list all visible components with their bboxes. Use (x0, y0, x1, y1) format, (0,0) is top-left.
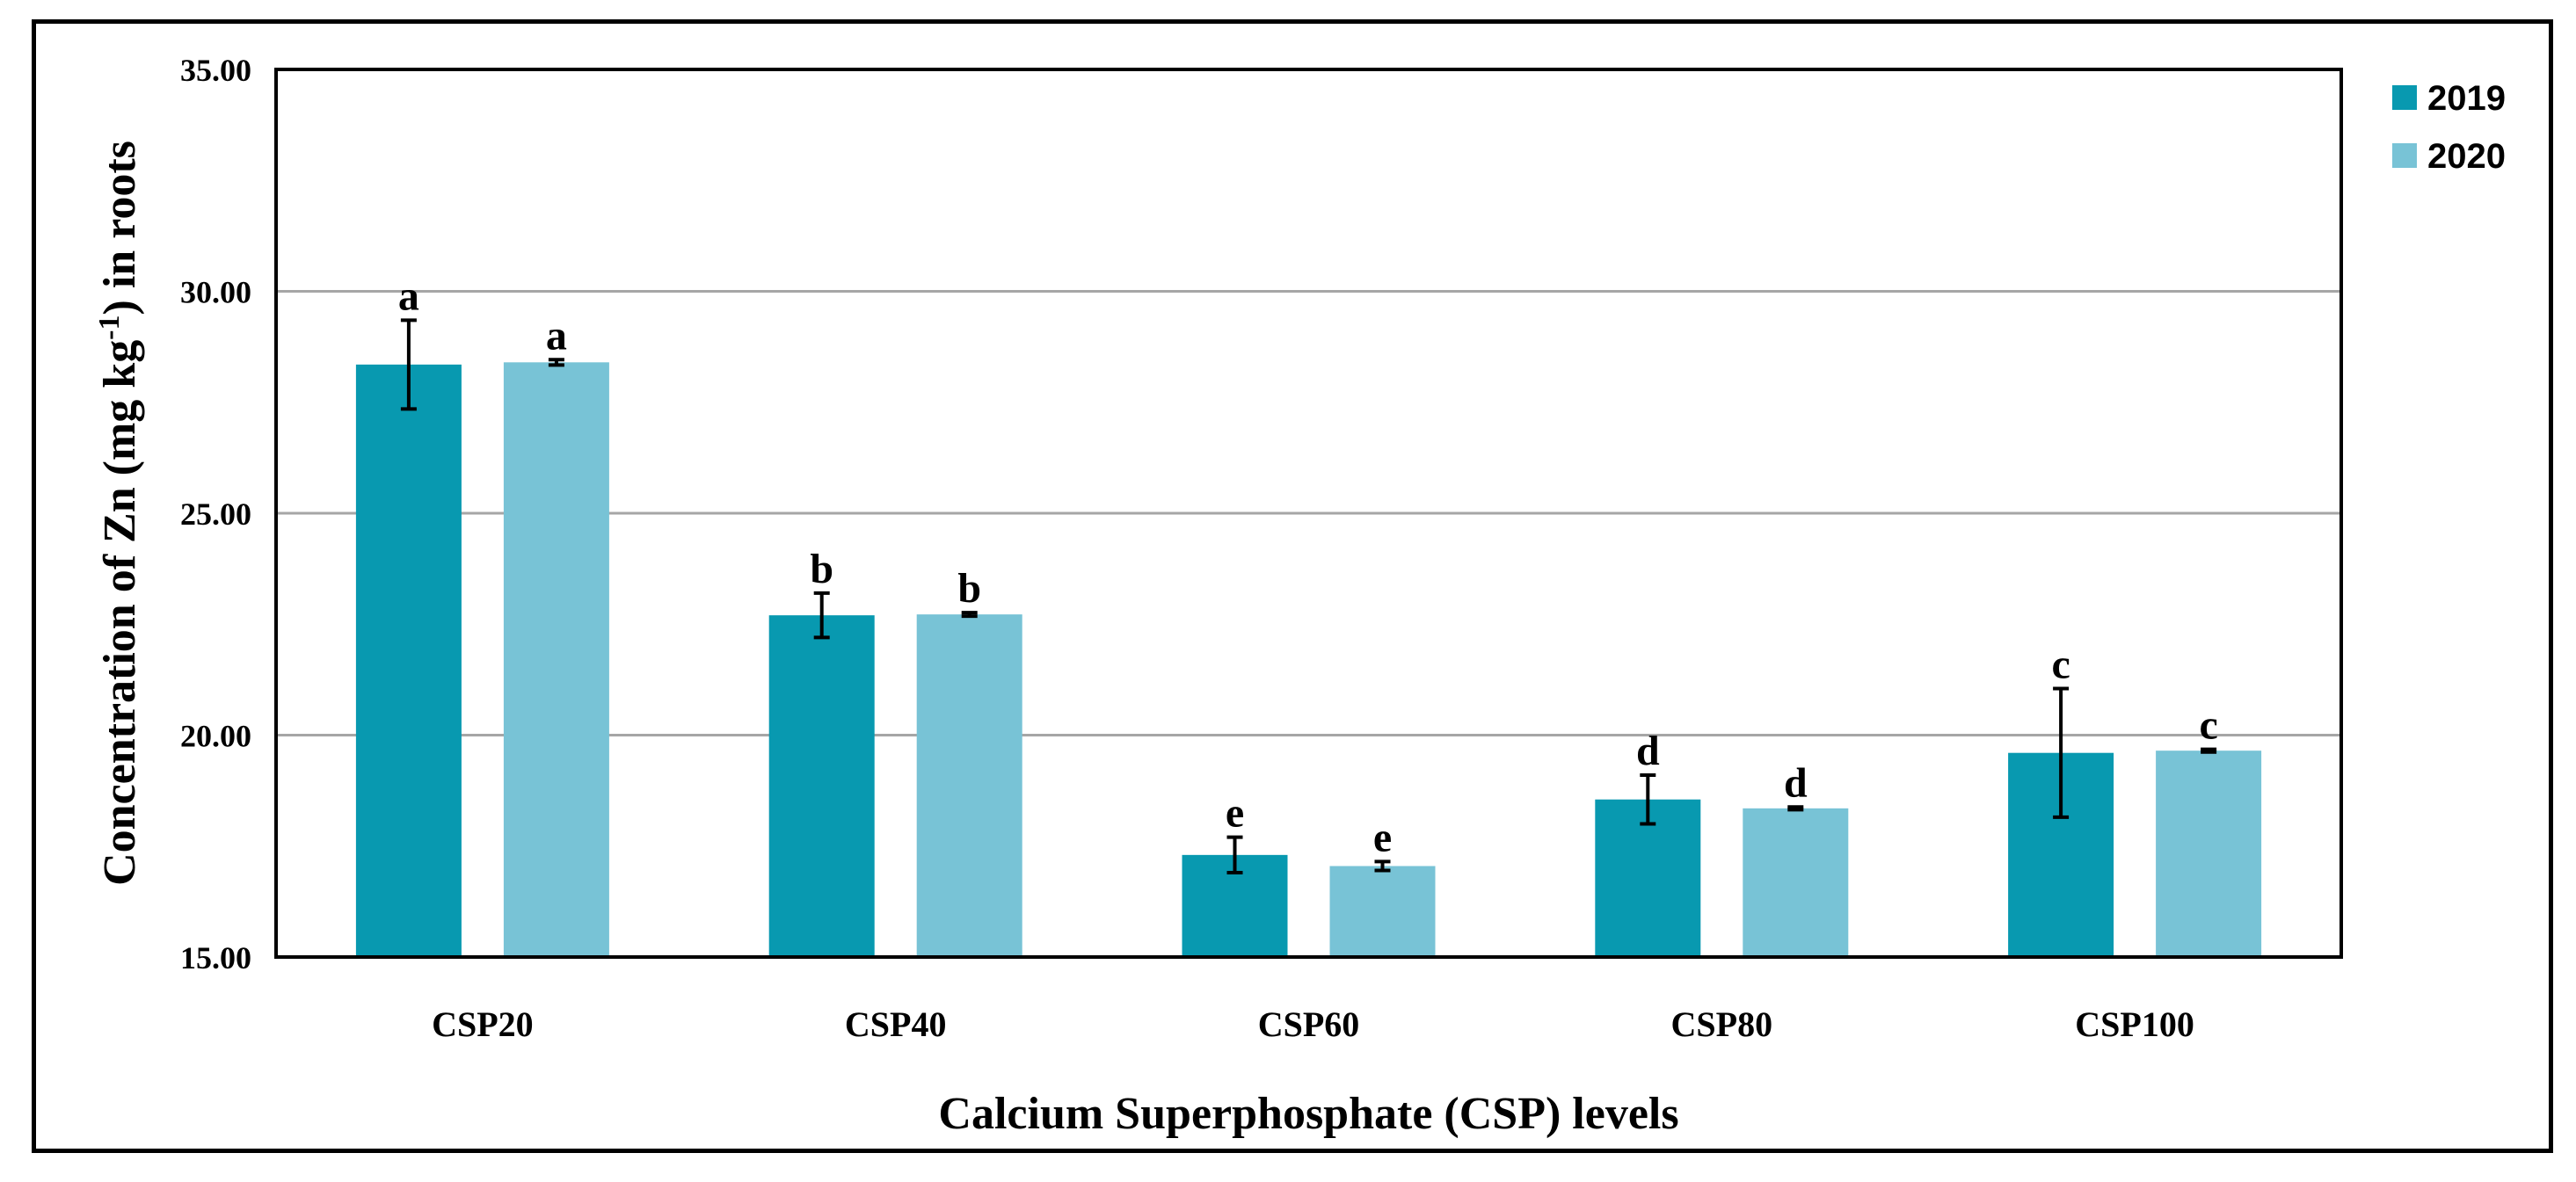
x-category-label: CSP20 (432, 1004, 534, 1044)
bar (503, 362, 609, 957)
significance-letter: d (1784, 759, 1808, 806)
legend-swatch (2392, 85, 2417, 110)
bar (355, 364, 462, 957)
legend-label: 2019 (2427, 79, 2506, 118)
x-category-label: CSP40 (845, 1004, 947, 1044)
bar (1329, 866, 1436, 957)
bar (1595, 799, 1701, 957)
y-axis-title: Concentration of Zn (mg kg-1) in roots (93, 141, 146, 886)
plot-area (274, 68, 2343, 959)
y-axis-title-suffix: ) in roots (95, 141, 145, 315)
bars (355, 362, 2262, 957)
significance-letter: c (2199, 702, 2217, 749)
gridlines (276, 290, 2341, 736)
legend: 2019 2020 (2392, 79, 2506, 176)
y-tick-label: 15.00 (180, 940, 251, 975)
significance-letter: b (810, 546, 833, 592)
x-category-label: CSP100 (2075, 1004, 2194, 1044)
x-category-label: CSP80 (1671, 1004, 1773, 1044)
significance-letter: a (546, 312, 567, 359)
significance-letter: a (398, 272, 419, 319)
significance-letter: c (2051, 641, 2070, 687)
significance-letter: b (957, 565, 981, 612)
x-axis-title: Calcium Superphosphate (CSP) levels (938, 1089, 1678, 1139)
legend-swatch (2392, 143, 2417, 168)
y-tick-label: 35.00 (180, 53, 251, 88)
y-axis-title-prefix: Concentration of Zn (mg kg (95, 340, 145, 886)
x-axis-categories: CSP20 CSP40 CSP60 CSP80 CSP100 (432, 1004, 2194, 1044)
error-bars (400, 318, 2217, 875)
bar (768, 615, 875, 957)
x-category-label: CSP60 (1258, 1004, 1360, 1044)
chart-frame: a a b b e e d d c c 15.00 20.00 25.00 30.00 35.00 CSP… (32, 19, 2553, 1153)
legend-label: 2020 (2427, 137, 2506, 176)
bar-chart: a a b b e e d d c c 15.00 20.00 25.00 30.00 35.00 CSP… (93, 53, 2506, 1139)
y-tick-label: 20.00 (180, 719, 251, 754)
bar (2156, 751, 2262, 957)
y-axis-title-superscript: -1 (93, 315, 126, 339)
significance-letter: e (1373, 814, 1392, 860)
y-axis-ticks: 15.00 20.00 25.00 30.00 35.00 (180, 53, 251, 975)
y-tick-label: 25.00 (180, 497, 251, 532)
bar (1743, 808, 1849, 957)
bar (916, 614, 1022, 957)
y-tick-label: 30.00 (180, 275, 251, 310)
significance-letter: d (1636, 728, 1660, 774)
significance-letter: e (1226, 790, 1244, 837)
significance-letters: a a b b e e d d c c (398, 272, 2218, 860)
